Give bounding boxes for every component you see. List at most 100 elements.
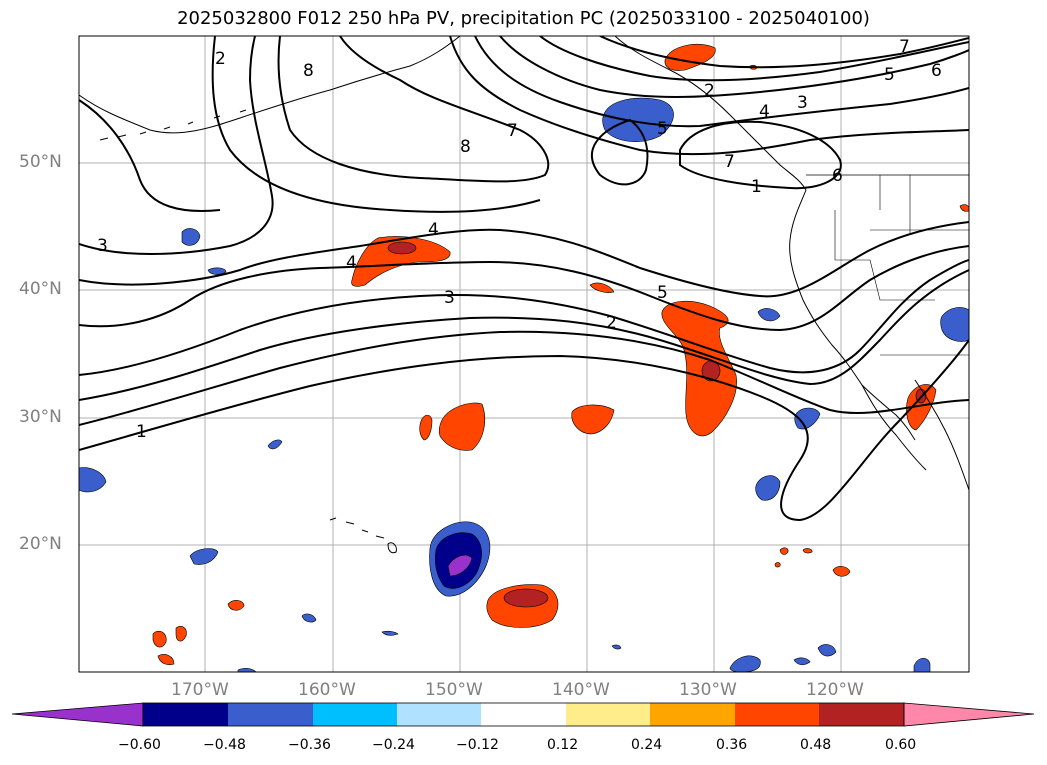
contour-label: 7 (507, 121, 518, 141)
contour-label: 3 (444, 288, 455, 308)
coast-alaska-peninsula (79, 36, 461, 134)
precip-neg-19n-150w-core (447, 554, 473, 577)
map-background (79, 36, 969, 672)
precip-pos-coast-58n (959, 204, 969, 212)
colorbar-bin (650, 703, 735, 726)
colorbar-tick-label: −0.12 (456, 737, 499, 753)
precip-pos-18n-120w (832, 566, 851, 577)
precip-neg-10n-113w (913, 657, 931, 672)
colorbar-tick-label: −0.24 (372, 737, 415, 753)
precip-neg-20n-170w (189, 548, 219, 565)
precip-pos-gulf-calif (906, 384, 937, 431)
contour-label: 6 (931, 61, 942, 81)
pv-contour-2-mid (79, 269, 969, 401)
coast-baja-california (861, 384, 927, 471)
precip-pos-30n-150w (438, 402, 485, 451)
precip-neg-26n-178w (79, 467, 107, 493)
colorbar-extend-high (903, 702, 1035, 727)
precip-pos-midlat-155w-core (387, 241, 417, 255)
precip-neg-15n-160w (301, 613, 317, 623)
lat-label-30n: 30°N (19, 407, 62, 427)
colorbar-tick-label: 0.12 (547, 737, 579, 753)
pv-contour-5 (499, 36, 969, 98)
precip-pos-15n-163w (227, 600, 245, 611)
pv-contours (79, 36, 969, 522)
pv-contour-3 (599, 36, 969, 69)
colorbar-tick-label: 0.36 (716, 737, 748, 753)
contour-label: 1 (751, 177, 762, 197)
precip-pos-midlat-155w (351, 236, 451, 287)
pv-contour-west-nested-b (79, 99, 221, 212)
precip-pos-30n-140w (571, 404, 615, 435)
lon-label-150w: 150°W (425, 680, 483, 700)
precip-pos-11n-171w (157, 654, 175, 666)
colorbar-tick-label: −0.36 (288, 737, 331, 753)
hawaii-islands (329, 517, 397, 554)
pv-contour-4-mid (79, 245, 969, 332)
precip-neg-13n-155w (381, 630, 399, 636)
map-title: 2025032800 F012 250 hPa PV, precipitatio… (177, 8, 870, 29)
precip-pos-12n-172w (152, 630, 167, 648)
contour-label: 7 (899, 37, 910, 57)
pv-contour-2-loop (679, 120, 842, 190)
precip-pos-12n-170w (175, 626, 187, 642)
precip-neg-13n-121w (817, 644, 837, 657)
contour-label: 4 (428, 220, 439, 240)
colorbar-bin (397, 703, 481, 726)
precip-neg-gulf-alaska (602, 97, 674, 142)
colorbar-bin (566, 703, 650, 726)
colorbar-tick-label: −0.60 (118, 737, 161, 753)
precip-pos-spot-b (802, 548, 813, 554)
colorbar-bin (481, 703, 566, 726)
contour-label: 8 (460, 137, 471, 157)
contour-label: 2 (215, 49, 226, 69)
precip-pos-alaska-coast (664, 44, 716, 71)
coast-aleutian-islands (99, 109, 247, 141)
pv-contour-1-south (79, 339, 969, 522)
precip-neg-30n-123w (794, 407, 821, 430)
lat-label-20n: 20°N (19, 534, 62, 554)
colorbar-tick-label: 0.48 (800, 737, 832, 753)
lon-label-130w: 130°W (679, 680, 737, 700)
colorbar-extend-low (11, 702, 144, 727)
contour-labels: 2 8 2 3 4 7 6 5 8 5 7 7 1 6 3 4 4 3 5 2 … (97, 37, 942, 442)
coastlines (79, 36, 969, 554)
pv-contour-7 (449, 36, 969, 156)
precip-pos-30n-155w-small (419, 414, 433, 441)
contour-label: 7 (724, 152, 735, 172)
precip-pos-17n-145w-core (503, 588, 549, 608)
precip-neg-11n-128w (729, 655, 761, 672)
colorbar-bin (143, 703, 228, 726)
pv-contour-1-mid (79, 330, 969, 426)
state-borders (834, 175, 969, 301)
pv-contour-4 (539, 36, 969, 82)
colorbar-tick-label: −0.48 (203, 737, 246, 753)
pv-contour-3-west (79, 36, 274, 255)
precip-neg-37n-125w (757, 308, 781, 322)
coast-north-america-west (789, 189, 916, 441)
precip-pos-spot-a (779, 547, 789, 555)
precip-neg-12n-141w (611, 644, 622, 650)
pv-contour-3-mid (79, 259, 969, 376)
lon-label-160w: 160°W (298, 680, 356, 700)
colorbar-bin (313, 703, 397, 726)
graticule (79, 36, 969, 672)
precip-neg-12n-124w (793, 657, 811, 666)
colorbar-bin (228, 703, 313, 726)
lon-label-120w: 120°W (806, 680, 864, 700)
contour-label: 3 (797, 93, 808, 113)
precip-neg-37n-115w (940, 307, 969, 342)
contour-label: 5 (657, 283, 668, 303)
contour-label: 5 (884, 65, 895, 85)
pv-contour-4-west (79, 221, 969, 298)
colorbar-bin (819, 703, 904, 726)
contour-label: 2 (704, 81, 715, 101)
contour-label: 4 (346, 253, 357, 273)
precip-pos-140w-sliver (589, 282, 615, 293)
pv-contour-6 (474, 36, 969, 128)
precip-neg-43n-170w (181, 228, 201, 246)
pv-contour-west-nested-a (211, 36, 541, 213)
coast-alaska-panhandle (614, 36, 807, 191)
precip-neg-29n-170w (267, 439, 283, 450)
